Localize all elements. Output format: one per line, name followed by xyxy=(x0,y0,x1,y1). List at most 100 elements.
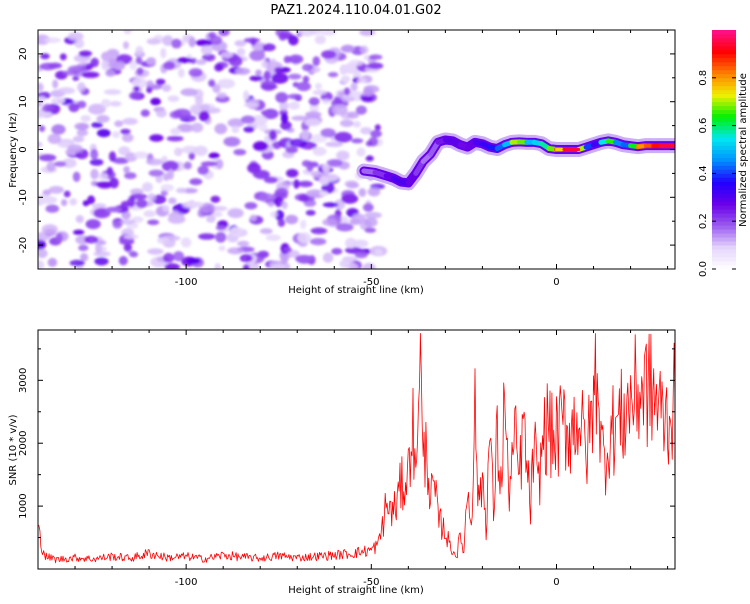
noise-blob xyxy=(176,188,187,193)
noise-blob xyxy=(309,97,320,105)
noise-blob xyxy=(229,56,243,67)
noise-blob xyxy=(129,92,142,100)
noise-blob xyxy=(141,109,150,116)
noise-blob xyxy=(68,32,84,40)
noise-blob xyxy=(70,260,85,266)
colorbar-cell xyxy=(712,146,736,150)
noise-blob xyxy=(163,253,174,263)
noise-blob xyxy=(105,70,115,77)
noise-blob xyxy=(86,219,101,229)
noise-blob xyxy=(73,172,81,182)
noise-blob xyxy=(101,52,111,61)
colorbar-cell xyxy=(712,42,736,46)
colorbar-cell xyxy=(712,38,736,42)
colorbar-label: Normalized spectral amplitude xyxy=(738,73,749,227)
noise-blob xyxy=(136,68,143,76)
noise-blob xyxy=(270,58,276,67)
colorbar-cell xyxy=(712,249,736,253)
noise-blob xyxy=(49,186,64,194)
noise-blob xyxy=(209,153,220,159)
colorbar-cell xyxy=(712,185,736,189)
noise-blob xyxy=(211,196,221,203)
noise-blob xyxy=(51,124,65,134)
noise-blob xyxy=(243,126,254,132)
noise-blob xyxy=(345,181,358,188)
noise-blob xyxy=(303,76,310,83)
noise-blob xyxy=(243,90,249,100)
colorbar-cell xyxy=(712,165,736,169)
noise-blob xyxy=(124,234,139,239)
colorbar-tick-label: 0.8 xyxy=(698,70,709,86)
noise-blob xyxy=(289,55,304,64)
noise-blob xyxy=(334,132,352,143)
noise-blob xyxy=(364,87,374,97)
noise-blob xyxy=(69,198,77,205)
noise-blob xyxy=(353,240,369,248)
noise-blob xyxy=(187,258,201,265)
noise-blob xyxy=(285,215,298,224)
noise-blob xyxy=(119,256,128,265)
noise-blob xyxy=(142,182,153,192)
noise-blob xyxy=(241,116,255,124)
noise-blob xyxy=(104,89,121,95)
noise-blob xyxy=(132,78,147,89)
colorbar-cell xyxy=(712,237,736,241)
noise-blob xyxy=(360,46,369,54)
noise-blob xyxy=(309,27,321,35)
colorbar-cell xyxy=(712,82,736,86)
noise-blob xyxy=(134,152,149,159)
noise-blob xyxy=(341,96,355,102)
colorbar-cell xyxy=(712,134,736,138)
noise-blob xyxy=(311,228,328,235)
noise-blob xyxy=(87,195,95,204)
noise-blob xyxy=(189,178,202,185)
noise-blob xyxy=(150,98,161,106)
y-tick-label: 1000 xyxy=(18,493,29,518)
y-tick-label: 2000 xyxy=(18,430,29,455)
noise-blob xyxy=(288,74,301,80)
noise-blob xyxy=(134,86,140,91)
noise-blob xyxy=(336,151,350,161)
noise-blob xyxy=(320,128,335,137)
noise-blob xyxy=(214,123,227,134)
colorbar-cell xyxy=(712,114,736,118)
figure-title: PAZ1.2024.110.04.01.G02 xyxy=(270,3,441,18)
noise-blob xyxy=(214,64,223,72)
noise-blob xyxy=(288,94,302,99)
noise-blob xyxy=(123,41,129,49)
colorbar-cell xyxy=(712,245,736,249)
noise-blob xyxy=(44,37,61,43)
noise-blob xyxy=(206,215,215,223)
noise-blob xyxy=(364,217,378,227)
noise-blob xyxy=(237,241,249,247)
noise-blob xyxy=(109,151,116,161)
noise-blob xyxy=(245,202,258,209)
noise-blob xyxy=(168,215,186,224)
noise-blob xyxy=(322,219,337,226)
noise-blob xyxy=(235,68,250,75)
noise-blob xyxy=(331,248,342,255)
noise-blob xyxy=(288,35,298,45)
colorbar-cell xyxy=(712,201,736,205)
noise-blob xyxy=(124,243,132,252)
colorbar-cell xyxy=(712,173,736,177)
noise-blob xyxy=(122,134,134,143)
colorbar-cell xyxy=(712,34,736,38)
noise-blob xyxy=(244,102,258,107)
noise-blob xyxy=(332,104,348,115)
noise-blob xyxy=(120,129,131,135)
noise-blob xyxy=(160,48,166,59)
noise-blob xyxy=(296,82,311,91)
noise-blob xyxy=(180,88,197,96)
noise-blob xyxy=(186,202,204,208)
noise-blob xyxy=(366,156,374,162)
noise-blob xyxy=(110,101,122,107)
noise-blob xyxy=(368,187,381,196)
noise-blob xyxy=(90,58,99,67)
noise-blob xyxy=(353,121,361,128)
noise-blob xyxy=(322,164,330,173)
noise-blob xyxy=(321,50,336,59)
noise-blob xyxy=(80,115,91,122)
